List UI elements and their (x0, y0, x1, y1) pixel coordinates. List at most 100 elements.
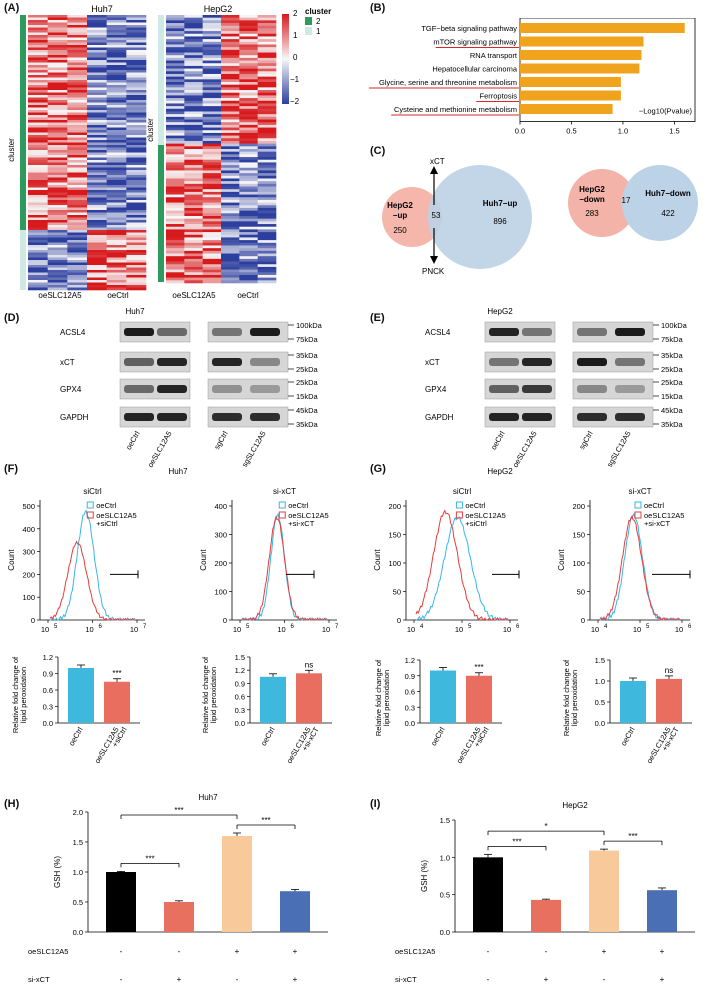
heatmap-cell (106, 110, 127, 113)
heatmap-cell (67, 30, 88, 33)
kegg-bar (520, 77, 621, 87)
heatmap-cell (106, 155, 127, 158)
wb-membrane (572, 351, 654, 373)
heatmap-cell (257, 213, 277, 217)
heatmap-cell (126, 47, 147, 51)
heatmap-cell (257, 76, 277, 80)
heatmap-cell (126, 200, 147, 203)
flow-ytick-label: 200 (214, 559, 227, 568)
heatmap-cell (87, 150, 107, 153)
heatmap-cell (184, 151, 203, 155)
flow-xtick-exponent: 4 (420, 624, 424, 630)
heatmap-cell (239, 119, 258, 123)
heatmap-cell (239, 79, 258, 83)
heatmap-cell (257, 253, 277, 257)
heatmap-cell (87, 130, 107, 133)
heatmap-cell (126, 87, 147, 91)
heatmap-cell (126, 145, 147, 148)
heatmap-cell (184, 224, 203, 228)
heatmap-cell (47, 262, 68, 266)
heatmap-cell (221, 221, 240, 225)
cluster-legend-swatch-2 (305, 17, 312, 25)
heatmap-cell (106, 22, 127, 26)
heatmap-cell (28, 40, 48, 43)
heatmap-cell (202, 71, 222, 75)
heatmap-cell (87, 82, 107, 86)
heatmap-cell (106, 190, 127, 193)
heatmap-cell (28, 235, 48, 238)
lipid-ytick-label: 0.3 (235, 706, 245, 715)
heatmap-cell (87, 110, 107, 113)
heatmap-cell (87, 277, 107, 281)
heatmap-cell (67, 127, 88, 131)
heatmap-cell (67, 220, 88, 223)
gsh-ytick-label: 1.5 (73, 838, 83, 847)
heatmap-cell (166, 199, 185, 203)
heatmap-cell (47, 95, 68, 98)
wb-protein-label: xCT (60, 358, 75, 367)
heatmap-cell (202, 119, 222, 123)
heatmap-cell (166, 60, 185, 64)
heatmap-cell (87, 245, 107, 248)
heatmap-cell (239, 41, 258, 45)
heatmap-cell (126, 110, 147, 113)
gsh-row-sign: - (545, 947, 548, 956)
heatmap-cell (106, 15, 127, 18)
cluster-legend-item-1: 1 (316, 27, 321, 36)
heatmap-cell (257, 127, 277, 131)
heatmap-cell (239, 76, 258, 80)
heatmap-cell (239, 218, 258, 222)
heatmap-cell (67, 40, 88, 43)
heatmap-cell (166, 130, 185, 134)
heatmap-cell (87, 237, 107, 241)
heatmap-cell (67, 232, 88, 236)
cluster-legend-swatch-1 (305, 27, 312, 35)
heatmap-cell (166, 264, 185, 268)
heatmap-cell (166, 25, 185, 29)
heatmap-cell (202, 149, 222, 152)
heatmap-cell (106, 252, 127, 256)
heatmap-cell (87, 272, 107, 276)
heatmap-cell (202, 253, 222, 257)
gsh-row-sign: + (235, 947, 240, 956)
heatmap-cell (28, 162, 48, 166)
heatmap-cell (221, 36, 240, 40)
heatmap-cell (87, 280, 107, 283)
kegg-bar (520, 63, 640, 74)
heatmap-cell (87, 112, 107, 116)
heatmap-cell (67, 75, 88, 78)
heatmap-cell (47, 92, 68, 96)
heatmap-cell (126, 95, 147, 98)
heatmap-cell (221, 210, 240, 214)
heatmap-cell (67, 150, 88, 153)
heatmap-cell (184, 240, 203, 244)
heatmap-cell (166, 178, 185, 182)
heatmap-cell (202, 274, 222, 278)
heatmap-cell (28, 37, 48, 41)
heatmap-cell (67, 217, 88, 221)
heatmap-cell (67, 122, 88, 126)
heatmap-cell (47, 267, 68, 271)
heatmap-cell (126, 275, 147, 278)
heatmap-cell (257, 266, 277, 270)
heatmap-cell (28, 212, 48, 216)
heatmap-cell (47, 82, 68, 86)
heatmap-cell (202, 245, 222, 249)
heatmap-cell (184, 44, 203, 48)
heatmap-cell (28, 97, 48, 101)
gsh-bar (473, 857, 503, 932)
heatmap-cell (28, 102, 48, 106)
lipid-ytick-label: 0.6 (235, 693, 245, 702)
panel-label-i: (I) (370, 798, 381, 810)
heatmap-cell (166, 240, 185, 244)
x-label-oeslc-2: oeSLC12A5 (172, 291, 216, 300)
heatmap-cell (239, 277, 258, 281)
heatmap-cell (166, 202, 185, 206)
wb-band (212, 328, 242, 336)
wb-marker-label: 25kDa (661, 365, 684, 374)
heatmap-cell (126, 250, 147, 253)
wb-membrane (484, 351, 556, 373)
cluster-legend-item-2: 2 (316, 17, 321, 26)
heatmap-cell (106, 80, 127, 83)
